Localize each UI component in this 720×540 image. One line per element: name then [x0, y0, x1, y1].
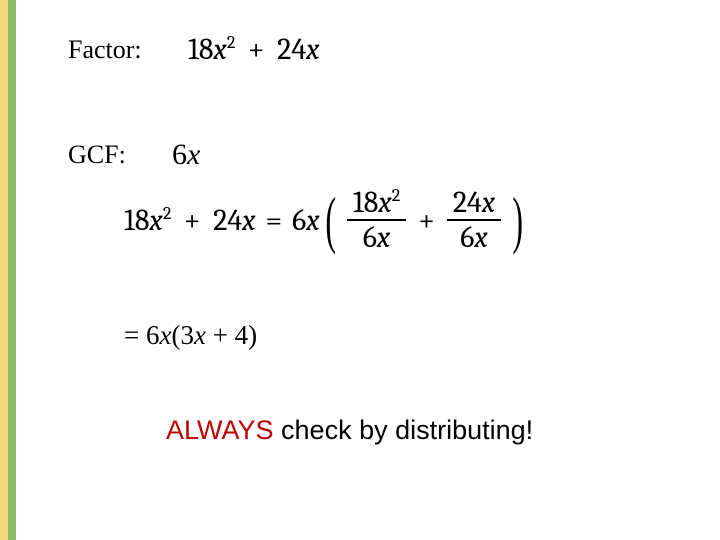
var: x — [474, 220, 487, 255]
factor-row: Factor: 18x2 + 24x — [68, 32, 319, 67]
work-row: 18x2 + 24x = 6x ( 18x2 6x + 24x 6x ) — [124, 186, 528, 254]
coef: 6 — [172, 138, 187, 171]
equals: = — [265, 203, 282, 238]
var: x — [482, 185, 495, 220]
plus: + — [184, 203, 201, 238]
lead: = 6 — [124, 320, 159, 350]
note-rest: check by distributing! — [274, 415, 534, 445]
coef: 24 — [453, 185, 482, 220]
var: x — [149, 203, 162, 238]
accent-bar-outer — [0, 0, 8, 540]
gcf-label: GCF: — [68, 140, 172, 170]
plus: + — [418, 203, 435, 238]
factored-lead: 6x — [292, 203, 320, 238]
var: x — [194, 320, 206, 350]
coef: 24 — [277, 32, 306, 67]
original-expression: 18x2 + 24x — [188, 32, 319, 67]
coef: 24 — [213, 203, 242, 238]
note-always: ALWAYS — [166, 415, 274, 445]
var: x — [306, 203, 319, 238]
slide-content: Factor: 18x2 + 24x GCF: 6x 18x2 + 24x = … — [16, 0, 720, 540]
numerator: 24x — [447, 186, 501, 221]
accent-bar-inner — [8, 0, 16, 540]
exp: 2 — [227, 32, 236, 53]
plus: + — [248, 32, 265, 67]
rest: + 4) — [206, 320, 257, 350]
check-note: ALWAYS check by distributing! — [166, 415, 533, 446]
result-row: = 6x(3x + 4) — [124, 320, 257, 351]
gcf-row: GCF: 6x — [68, 138, 200, 172]
denominator: 6x — [454, 221, 494, 254]
fraction-1: 18x2 6x — [347, 186, 406, 254]
exp: 2 — [392, 185, 401, 206]
coef: 6 — [363, 220, 377, 255]
open-paren: ( — [325, 201, 336, 239]
var: x — [378, 185, 391, 220]
close-paren: ) — [512, 201, 523, 239]
var: x — [377, 220, 390, 255]
coef: 18 — [124, 203, 149, 238]
numerator: 18x2 — [347, 186, 406, 221]
var: x — [242, 203, 255, 238]
lhs: 18x2 + 24x — [124, 203, 255, 238]
fraction-2: 24x 6x — [447, 186, 501, 254]
denominator: 6x — [357, 221, 397, 254]
exp: 2 — [163, 203, 172, 224]
var: x — [306, 32, 319, 67]
var: x — [213, 32, 226, 67]
coef: 6 — [292, 203, 306, 238]
factor-label: Factor: — [68, 35, 188, 65]
coef: 6 — [460, 220, 474, 255]
var: x — [187, 138, 200, 171]
gcf-value: 6x — [172, 138, 200, 172]
open: (3 — [171, 320, 194, 350]
var: x — [159, 320, 171, 350]
coef: 18 — [188, 32, 213, 67]
coef: 18 — [353, 185, 378, 220]
